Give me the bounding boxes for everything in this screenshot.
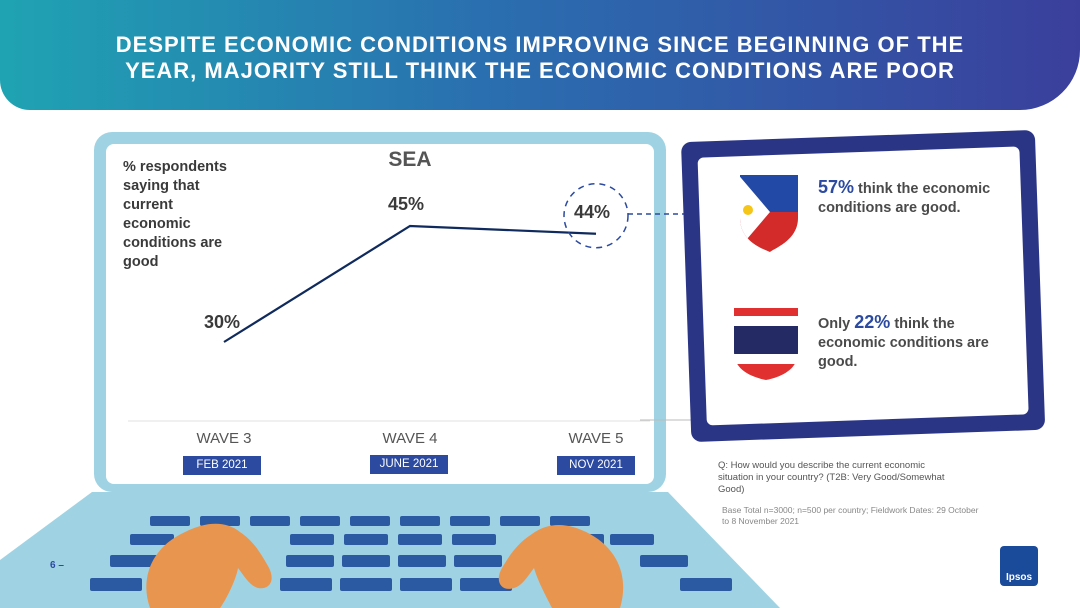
laptop-screen bbox=[106, 144, 654, 484]
left-hand bbox=[146, 523, 272, 608]
page-title-line1: DESPITE ECONOMIC CONDITIONS IMPROVING SI… bbox=[115, 32, 965, 57]
callout-thailand-text: think the economic conditions are good. bbox=[818, 316, 989, 370]
x-tick-wave4: WAVE 4 bbox=[382, 430, 438, 447]
data-label-wave4: 45% bbox=[388, 194, 425, 214]
keyboard-keys bbox=[90, 516, 732, 591]
header-banner: DESPITE ECONOMIC CONDITIONS IMPROVING SI… bbox=[0, 0, 1080, 110]
ipsos-logo: Ipsos bbox=[1000, 546, 1038, 586]
data-label-wave3: 30% bbox=[204, 312, 241, 332]
ipsos-logo-text: Ipsos bbox=[1005, 572, 1033, 583]
callout-thailand: Only 22% think the economic conditions a… bbox=[818, 313, 1018, 372]
date-badge-wave4: JUNE 2021 bbox=[370, 455, 448, 474]
right-hand bbox=[498, 525, 624, 608]
chart-title: SEA bbox=[388, 148, 432, 171]
callout-philippines: 57% think the economic conditions are go… bbox=[818, 178, 1018, 218]
callout-philippines-pct: 57% bbox=[818, 177, 855, 197]
question-footnote: Q: How would you describe the current ec… bbox=[718, 460, 945, 495]
callout-philippines-text: think the economic conditions are good. bbox=[818, 181, 991, 216]
page-title-line2: YEAR, MAJORITY STILL THINK THE ECONOMIC … bbox=[125, 58, 955, 83]
highlight-circle bbox=[563, 182, 629, 249]
thailand-flag-icon bbox=[734, 308, 798, 380]
series-line bbox=[223, 224, 597, 343]
page-number-suffix: – bbox=[55, 560, 64, 571]
x-tick-wave3: WAVE 3 bbox=[196, 430, 252, 447]
page-number-value: 6 bbox=[50, 560, 56, 571]
page-number: 6 – bbox=[50, 560, 64, 571]
callout-thailand-prefix: Only bbox=[818, 316, 855, 332]
date-badge-wave3: FEB 2021 bbox=[183, 456, 261, 475]
x-tick-wave5: WAVE 5 bbox=[568, 430, 624, 447]
callout-thailand-pct: 22% bbox=[854, 312, 891, 332]
base-footnote: Base Total n=3000; n=500 per country; Fi… bbox=[722, 505, 979, 526]
date-badge-wave5: NOV 2021 bbox=[557, 456, 635, 475]
page-title: DESPITE ECONOMIC CONDITIONS IMPROVING SI… bbox=[30, 32, 1050, 84]
data-label-wave5: 44% bbox=[574, 201, 611, 222]
y-axis-label: % respondents saying that current econom… bbox=[123, 159, 227, 270]
tablet-panel bbox=[681, 130, 1045, 442]
